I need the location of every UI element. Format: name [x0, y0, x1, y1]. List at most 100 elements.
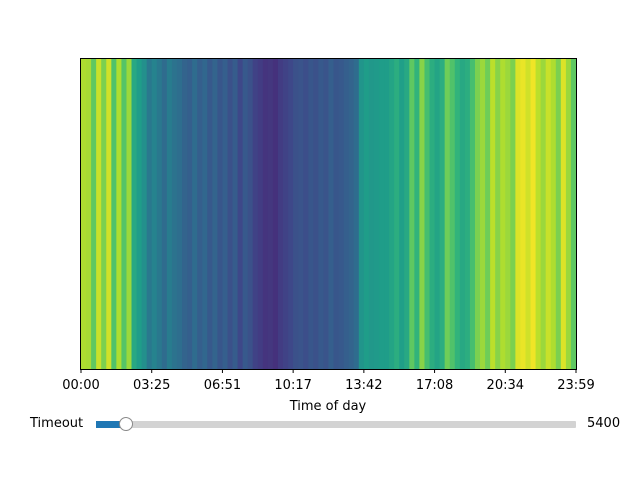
- heatmap-cell: [197, 59, 203, 369]
- heatmap-cell: [485, 59, 491, 369]
- x-tick-label: 03:25: [133, 378, 170, 393]
- heatmap-cell: [409, 59, 415, 369]
- heatmap-cell: [368, 59, 375, 369]
- heatmap-cell: [570, 59, 577, 369]
- heatmap-cell: [262, 59, 269, 369]
- heatmap-cell: [141, 59, 148, 369]
- heatmap-cell: [353, 59, 360, 369]
- heatmap-cell: [111, 59, 117, 369]
- heatmap-cell: [267, 59, 274, 369]
- heatmap-cell: [227, 59, 234, 369]
- x-tick-label: 06:51: [204, 378, 241, 393]
- heatmap-cell: [283, 59, 289, 369]
- heatmap-cell: [434, 59, 441, 369]
- heatmap-cell: [131, 59, 138, 369]
- heatmap-cell: [106, 59, 112, 369]
- heatmap-cell: [500, 59, 506, 369]
- heatmap-cell: [444, 59, 451, 369]
- x-axis-label: Time of day: [289, 399, 367, 414]
- heatmap-cell: [419, 59, 426, 369]
- x-tick-label: 20:34: [487, 378, 524, 393]
- heatmap-cell: [151, 59, 158, 369]
- heatmap-cell: [207, 59, 213, 369]
- heatmap-cell: [510, 59, 516, 369]
- heatmap-cell: [187, 59, 193, 369]
- heatmap-cell: [298, 59, 304, 369]
- heatmap-cell: [439, 59, 446, 369]
- heatmap-cell: [525, 59, 532, 369]
- x-tick-label: 23:59: [557, 378, 594, 393]
- plot-frame: [80, 58, 577, 370]
- heatmap-cell: [96, 59, 102, 369]
- heatmap-cell: [505, 59, 511, 369]
- timeout-slider[interactable]: [96, 417, 576, 431]
- heatmap-cell: [469, 59, 476, 369]
- heatmap-cell: [166, 59, 173, 369]
- heatmap-cell: [232, 59, 239, 369]
- heatmap-cell: [293, 59, 299, 369]
- heatmap-cell: [217, 59, 224, 369]
- heatmap-cell: [540, 59, 547, 369]
- heatmap-cell: [257, 59, 264, 369]
- heatmap-cell: [333, 59, 340, 369]
- heatmap-cell: [384, 59, 390, 369]
- heatmap-cell: [414, 59, 421, 369]
- slider-fill: [96, 421, 127, 428]
- x-tick-label: 17:08: [416, 378, 453, 393]
- heatmap-cell: [449, 59, 456, 369]
- heatmap-cell: [308, 59, 314, 369]
- heatmap-cell: [379, 59, 385, 369]
- heatmap-cell: [565, 59, 572, 369]
- heatmap-cell: [474, 59, 481, 369]
- x-tick-label: 13:42: [345, 378, 382, 393]
- heatmap-cell: [156, 59, 163, 369]
- heatmap-cell: [343, 59, 350, 369]
- x-tick-label: 00:00: [62, 378, 99, 393]
- heatmap-cell: [454, 59, 461, 369]
- heatmap-cell: [520, 59, 527, 369]
- heatmap-cell: [424, 59, 431, 369]
- x-axis-ticks: 00:00 03:25 06:51 10:17 13:42 17:08 20:34 23:59: [62, 369, 595, 393]
- heatmap-cell: [192, 59, 198, 369]
- heatmap-cell: [550, 59, 557, 369]
- heatmap-cell: [182, 59, 188, 369]
- heatmap-cell: [338, 59, 345, 369]
- heatmap-cell: [459, 59, 466, 369]
- slider-handle[interactable]: [119, 417, 134, 431]
- heatmap-columns: [81, 59, 577, 369]
- heatmap-cell: [242, 59, 249, 369]
- heatmap-cell: [288, 59, 294, 369]
- slider-value: 5400: [587, 416, 621, 431]
- heatmap-cell: [480, 59, 486, 369]
- heatmap-cell: [86, 59, 92, 369]
- slider-label: Timeout: [30, 416, 84, 431]
- heatmap-cell: [121, 59, 128, 369]
- heatmap-cell: [146, 59, 153, 369]
- heatmap-cell: [101, 59, 107, 369]
- heatmap-cell: [394, 59, 400, 369]
- heatmap-cell: [212, 59, 218, 369]
- heatmap-cell: [116, 59, 123, 369]
- heatmap-cell: [373, 59, 380, 369]
- heatmap-cell: [495, 59, 501, 369]
- heatmap-cell: [81, 59, 87, 369]
- heatmap-cell: [176, 59, 183, 369]
- x-tick-label: 10:17: [274, 378, 311, 393]
- heatmap-cell: [560, 59, 567, 369]
- heatmap-cell: [363, 59, 370, 369]
- heatmap-cell: [490, 59, 496, 369]
- heatmap-cell: [318, 59, 325, 369]
- heatmap-cell: [429, 59, 436, 369]
- heatmap-cell: [171, 59, 178, 369]
- heatmap-cell: [358, 59, 365, 369]
- heatmap-cell: [303, 59, 309, 369]
- heatmap-cell: [252, 59, 259, 369]
- heatmap-cell: [247, 59, 254, 369]
- heatmap-cell: [348, 59, 355, 369]
- heatmap-cell: [323, 59, 330, 369]
- heatmap-cell: [515, 59, 522, 369]
- heatmap-cell: [535, 59, 542, 369]
- heatmap-cell: [530, 59, 537, 369]
- heatmap-cell: [136, 59, 143, 369]
- heatmap-cell: [555, 59, 562, 369]
